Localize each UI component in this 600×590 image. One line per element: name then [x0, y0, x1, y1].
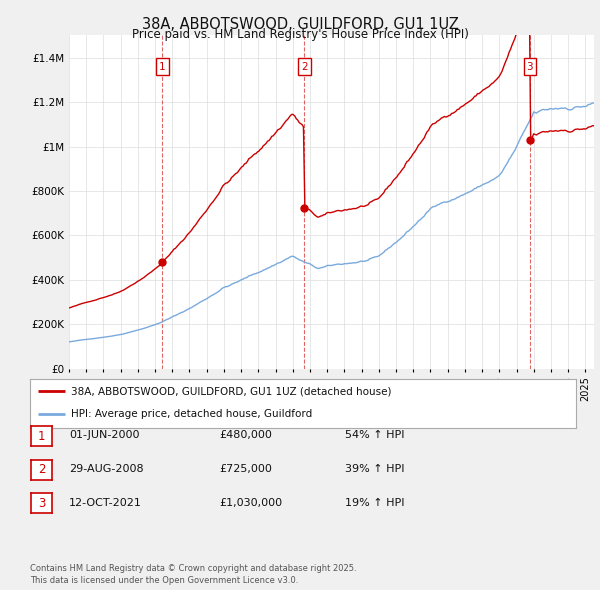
Text: 29-AUG-2008: 29-AUG-2008 [69, 464, 143, 474]
Text: Price paid vs. HM Land Registry's House Price Index (HPI): Price paid vs. HM Land Registry's House … [131, 28, 469, 41]
Text: 39% ↑ HPI: 39% ↑ HPI [345, 464, 404, 474]
Text: 1: 1 [159, 61, 166, 71]
Text: £725,000: £725,000 [219, 464, 272, 474]
Text: 1: 1 [38, 430, 45, 442]
Text: 54% ↑ HPI: 54% ↑ HPI [345, 431, 404, 440]
Text: £1,030,000: £1,030,000 [219, 498, 282, 507]
Text: 2: 2 [38, 463, 45, 476]
Text: 38A, ABBOTSWOOD, GUILDFORD, GU1 1UZ (detached house): 38A, ABBOTSWOOD, GUILDFORD, GU1 1UZ (det… [71, 386, 391, 396]
Text: 38A, ABBOTSWOOD, GUILDFORD, GU1 1UZ: 38A, ABBOTSWOOD, GUILDFORD, GU1 1UZ [142, 17, 458, 31]
Text: £480,000: £480,000 [219, 431, 272, 440]
Text: Contains HM Land Registry data © Crown copyright and database right 2025.
This d: Contains HM Land Registry data © Crown c… [30, 565, 356, 585]
Text: HPI: Average price, detached house, Guildford: HPI: Average price, detached house, Guil… [71, 409, 312, 419]
Text: 19% ↑ HPI: 19% ↑ HPI [345, 498, 404, 507]
Text: 2: 2 [301, 61, 307, 71]
Text: 12-OCT-2021: 12-OCT-2021 [69, 498, 142, 507]
Text: 3: 3 [38, 497, 45, 510]
Text: 3: 3 [527, 61, 533, 71]
Text: 01-JUN-2000: 01-JUN-2000 [69, 431, 139, 440]
